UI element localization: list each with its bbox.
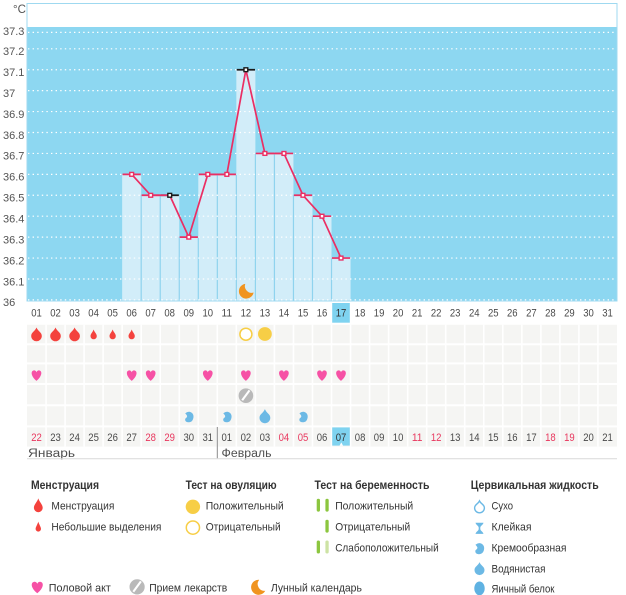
svg-text:Менструация: Менструация [31,480,99,492]
svg-text:15: 15 [488,432,499,444]
svg-text:08: 08 [164,308,175,320]
svg-text:15: 15 [298,308,309,320]
svg-text:36.8: 36.8 [3,130,24,142]
svg-text:09: 09 [374,432,385,444]
svg-text:Кремообразная: Кремообразная [492,542,567,554]
svg-text:Водянистая: Водянистая [492,563,546,575]
svg-text:37.3: 37.3 [3,26,24,38]
svg-text:28: 28 [145,432,156,444]
svg-text:29: 29 [564,308,575,320]
svg-text:10: 10 [203,308,214,320]
svg-text:36: 36 [3,297,15,309]
svg-text:21: 21 [412,308,423,320]
svg-text:17: 17 [526,432,537,444]
svg-text:19: 19 [564,432,575,444]
svg-text:12: 12 [431,432,442,444]
svg-text:Февраль: Февраль [222,448,272,460]
svg-text:10: 10 [393,432,404,444]
svg-text:°C: °C [13,4,26,16]
svg-text:09: 09 [184,308,195,320]
svg-text:18: 18 [545,432,556,444]
svg-text:17: 17 [336,308,347,320]
svg-text:12: 12 [241,308,252,320]
svg-text:36.9: 36.9 [3,109,24,121]
svg-text:Отрицательный: Отрицательный [206,522,281,534]
svg-text:01: 01 [222,432,233,444]
svg-text:Менструация: Менструация [51,501,114,513]
svg-text:36.6: 36.6 [3,172,24,184]
svg-text:26: 26 [107,432,118,444]
svg-text:Отрицательный: Отрицательный [335,522,410,534]
svg-text:31: 31 [602,308,613,320]
svg-text:27: 27 [526,308,537,320]
svg-text:Небольшие выделения: Небольшие выделения [51,522,161,534]
svg-text:26: 26 [507,308,518,320]
svg-text:02: 02 [50,308,61,320]
svg-text:36.2: 36.2 [3,255,24,267]
svg-text:04: 04 [279,432,290,444]
svg-text:18: 18 [355,308,366,320]
svg-text:25: 25 [88,432,99,444]
svg-text:30: 30 [184,432,195,444]
svg-text:05: 05 [107,308,118,320]
svg-text:36.1: 36.1 [3,276,24,288]
svg-text:23: 23 [450,308,461,320]
svg-text:36.7: 36.7 [3,151,24,163]
svg-text:24: 24 [69,432,80,444]
svg-text:31: 31 [203,432,214,444]
svg-text:Тест на овуляцию: Тест на овуляцию [186,480,277,492]
svg-text:Положительный: Положительный [335,501,413,513]
svg-text:03: 03 [69,308,80,320]
svg-text:37.1: 37.1 [3,67,24,79]
svg-text:Тест на беременность: Тест на беременность [315,480,430,492]
svg-text:Прием лекарств: Прием лекарств [149,582,227,594]
svg-text:24: 24 [469,308,480,320]
svg-text:06: 06 [317,432,328,444]
svg-text:29: 29 [164,432,175,444]
svg-text:11: 11 [412,432,423,444]
svg-text:21: 21 [602,432,613,444]
svg-text:06: 06 [126,308,137,320]
svg-text:27: 27 [126,432,137,444]
svg-text:19: 19 [374,308,385,320]
svg-text:37.2: 37.2 [3,46,24,58]
svg-text:04: 04 [88,308,99,320]
svg-text:22: 22 [431,308,442,320]
svg-text:23: 23 [50,432,61,444]
svg-text:Лунный календарь: Лунный календарь [271,582,362,594]
svg-text:20: 20 [583,432,594,444]
svg-text:37: 37 [3,88,15,100]
svg-text:25: 25 [488,308,499,320]
svg-text:Январь: Январь [28,448,75,460]
svg-text:20: 20 [393,308,404,320]
svg-text:28: 28 [545,308,556,320]
svg-text:36.5: 36.5 [3,193,24,205]
svg-text:Клейкая: Клейкая [492,522,532,534]
svg-text:16: 16 [317,308,328,320]
svg-text:Сухо: Сухо [492,501,514,513]
svg-text:13: 13 [260,308,271,320]
svg-text:05: 05 [298,432,309,444]
svg-text:36.3: 36.3 [3,234,24,246]
svg-text:07: 07 [145,308,156,320]
svg-text:03: 03 [260,432,271,444]
svg-text:Слабоположительный: Слабоположительный [335,542,439,554]
svg-text:08: 08 [355,432,366,444]
svg-text:14: 14 [469,432,480,444]
svg-text:30: 30 [583,308,594,320]
svg-text:Яичный белок: Яичный белок [492,583,555,595]
svg-text:22: 22 [31,432,42,444]
svg-text:16: 16 [507,432,518,444]
svg-text:Цервикальная жидкость: Цервикальная жидкость [471,480,599,492]
svg-text:Положительный: Положительный [206,501,284,513]
svg-text:Половой акт: Половой акт [49,582,111,594]
svg-text:13: 13 [450,432,461,444]
svg-text:36.4: 36.4 [3,214,24,226]
svg-text:14: 14 [279,308,290,320]
svg-text:02: 02 [241,432,252,444]
svg-text:01: 01 [31,308,42,320]
svg-text:11: 11 [222,308,233,320]
svg-text:07: 07 [336,432,347,444]
